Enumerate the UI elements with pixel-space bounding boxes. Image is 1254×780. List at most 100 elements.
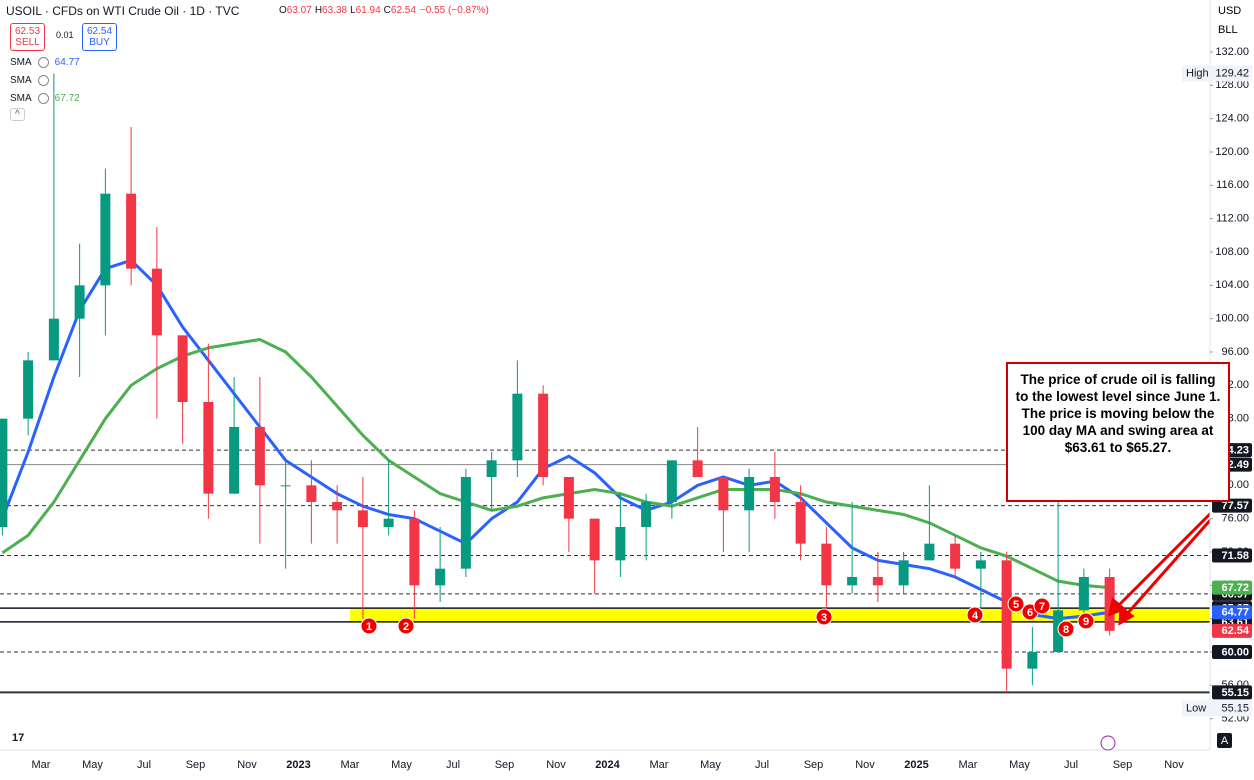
collapse-button[interactable]: ^ (10, 108, 25, 121)
candle-body (872, 577, 883, 586)
legend-value: 64.77 (54, 56, 80, 68)
logo: 17 (12, 732, 24, 744)
candle-body (950, 543, 961, 569)
candle-body (744, 477, 755, 511)
candle-body (409, 518, 420, 586)
unit: BLL (1218, 24, 1238, 36)
x-tick-label: Nov (1164, 759, 1184, 771)
legend-row: SMA 67.72 (10, 89, 80, 107)
candle-body (718, 477, 729, 511)
candle-body (74, 285, 85, 319)
high-value: 129.42 (1215, 67, 1249, 79)
price-badge-label: 55.15 (1221, 687, 1249, 699)
marker (966, 606, 984, 624)
auto-button[interactable] (1217, 733, 1232, 748)
arrow-head (1107, 597, 1128, 617)
candle-body (229, 427, 240, 494)
marker-label: 4 (972, 610, 979, 622)
annotation: The price of crude oil is falling to the… (1006, 362, 1230, 502)
candle-body (512, 393, 523, 461)
marker-layer: 1 2 3 4 56 7 8 9 (360, 595, 1095, 638)
x-tick-label: May (82, 759, 103, 771)
price-badge (1212, 605, 1252, 620)
sell-button[interactable]: 62.53 SELL (10, 23, 46, 51)
ohlc-value: 61.94 (355, 5, 381, 16)
currency: USD (1218, 5, 1241, 17)
high-box (1182, 65, 1252, 82)
marker-label: 3 (821, 612, 827, 624)
x-tick-label: Sep (804, 759, 824, 771)
sell-label[interactable]: SELL (15, 37, 40, 48)
candle-body (538, 393, 549, 477)
marker (1077, 612, 1095, 630)
candle-body (357, 510, 368, 527)
x-tick-label: Mar (341, 759, 360, 771)
x-tick-label: Jul (446, 759, 460, 771)
x-tick-label: May (700, 759, 721, 771)
marker-label: 7 (1039, 601, 1045, 613)
candle-layer (0, 73, 1115, 693)
candle-body (435, 568, 446, 586)
candle-body (641, 502, 652, 527)
candle-body (126, 193, 137, 269)
candle-body (254, 427, 265, 486)
ohlc-value: 63.07 (286, 5, 312, 16)
ohlc-letter: O (279, 5, 287, 16)
candle-body (1104, 577, 1115, 631)
arrow (1116, 496, 1228, 608)
candle-body (486, 460, 497, 477)
x-tick-label: May (1009, 759, 1030, 771)
buy-label[interactable]: BUY (89, 37, 110, 48)
x-tick-label: Nov (237, 759, 257, 771)
candle-body (151, 268, 162, 336)
candle-body (332, 502, 343, 511)
marker-label: 8 (1063, 624, 1069, 636)
x-tick-label: 2023 (286, 759, 310, 771)
candle-body (821, 543, 832, 586)
candle-body (692, 460, 703, 477)
candle-body (1027, 652, 1038, 669)
candle-body (383, 518, 394, 527)
auto-button-label[interactable]: A (1221, 735, 1229, 747)
x-tick-label: Mar (959, 759, 978, 771)
x-tick-label: Jul (755, 759, 769, 771)
candle-body (0, 418, 8, 527)
marker (1057, 620, 1075, 638)
icon[interactable] (1100, 735, 1116, 751)
y-tick-label: 132.00 (1215, 46, 1249, 58)
arrow-head (1118, 605, 1135, 626)
y-tick-label: 124.00 (1215, 113, 1249, 125)
legend-name: SMA (10, 92, 32, 104)
price-badge (1212, 548, 1252, 563)
candle-body (769, 477, 780, 502)
buy-button[interactable]: 62.54 BUY (82, 23, 118, 51)
x-tick-label: Sep (1113, 759, 1133, 771)
buy-price[interactable]: 62.54 (87, 26, 113, 37)
price-badge-label: 71.58 (1221, 550, 1249, 562)
candle-body (460, 477, 471, 569)
marker-label: 9 (1083, 616, 1089, 628)
x-tick-label: Jul (1064, 759, 1078, 771)
x-tick-label: Mar (32, 759, 51, 771)
ohlc-value: 63.38 (322, 5, 348, 16)
axis-layer: 132.00 128.00 124.00 120.00 116.00 112.00 108.… (32, 46, 1252, 771)
candle-body (563, 477, 574, 519)
price-badge-label: 60.00 (1221, 646, 1249, 658)
candle-body (666, 460, 677, 502)
price-badge (1212, 580, 1252, 595)
sell-price[interactable]: 62.53 (15, 26, 41, 37)
ohlc-letter: C (383, 5, 391, 16)
candle-body (203, 402, 214, 494)
marker (1033, 597, 1051, 615)
candle-body (48, 318, 59, 361)
x-tick-label: May (391, 759, 412, 771)
x-tick-label: Nov (546, 759, 566, 771)
y-tick-label: 116.00 (1216, 179, 1249, 191)
price-badge-label: 62.54 (1221, 625, 1249, 637)
y-tick-label: 120.00 (1215, 146, 1249, 158)
candle-body (306, 485, 317, 502)
candle-body (1078, 577, 1089, 611)
x-tick-label: 2024 (595, 759, 620, 771)
candle-body (23, 360, 34, 419)
y-tick-label: 96.00 (1221, 346, 1249, 358)
